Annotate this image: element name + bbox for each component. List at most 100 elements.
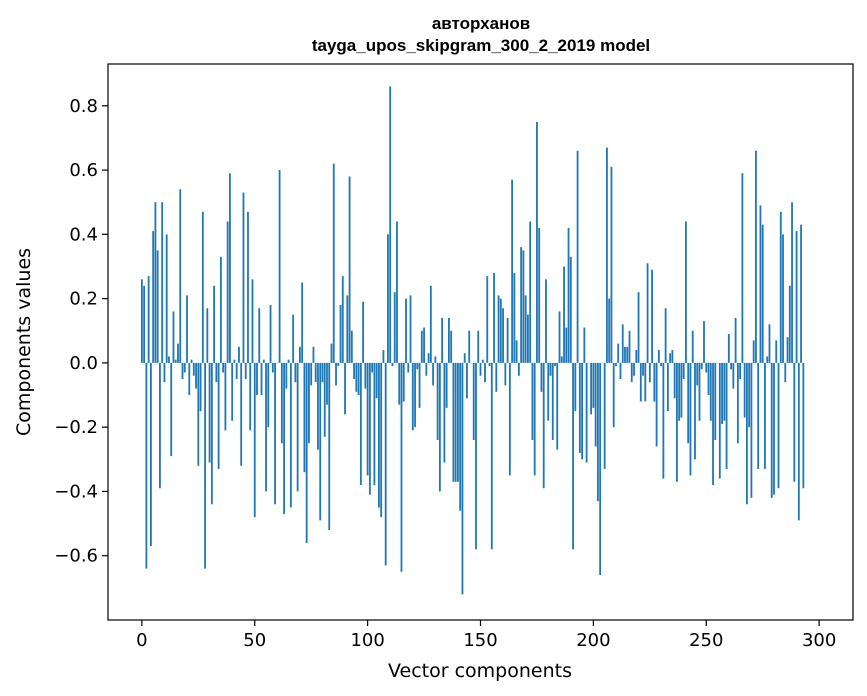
y-tick-label: −0.4 [54,481,98,502]
bar [644,362,647,402]
bar [522,250,525,363]
bar [269,305,272,363]
bar [332,163,335,363]
bar [736,362,739,444]
bar [159,362,161,489]
bar [581,362,583,460]
bar [210,362,213,505]
x-tick-label: 0 [136,630,147,651]
bar [513,272,516,363]
bar [357,362,360,396]
bar [687,362,690,444]
bar [574,362,577,412]
bar [195,362,197,389]
bar [391,362,394,367]
bar [694,362,696,460]
bar [274,362,276,505]
bar [777,362,780,489]
bar [734,317,737,363]
bar [452,362,455,482]
bar [262,359,265,363]
bar [642,362,644,376]
bar [373,362,376,486]
bar [251,279,254,363]
bar [567,227,570,363]
bar [434,356,437,363]
bar [165,234,168,363]
bar [472,362,475,441]
bar [752,340,755,363]
bar [366,362,369,476]
bar [154,202,157,363]
bar [432,362,434,386]
bar [660,362,663,367]
bar [624,346,626,363]
bar [698,362,701,421]
bar [287,359,290,363]
bar [678,362,681,421]
bar [558,311,561,363]
bar [181,362,184,379]
bar [407,362,410,373]
bar [149,362,152,547]
bar [344,362,346,415]
bar [529,221,532,363]
bar [454,362,457,482]
bar [788,285,791,363]
bar [382,350,385,363]
bar [170,362,173,457]
bar [441,317,444,363]
bar [536,121,538,363]
bar [673,362,676,399]
bar [409,295,412,363]
bar [459,362,462,511]
bar [590,362,593,415]
bar [368,362,371,495]
bar [669,353,672,363]
bar [563,266,565,363]
bar [335,362,337,386]
bar [626,346,629,363]
x-tick-label: 250 [689,630,723,651]
bar [797,362,800,521]
bar [560,356,563,363]
bar [511,179,514,363]
y-tick-label: 0.4 [69,224,98,245]
bar [538,227,541,363]
bar [258,308,261,363]
bar [502,308,504,363]
bar [229,173,231,363]
bar [531,362,534,441]
bar [791,202,793,363]
bar [712,362,714,486]
bar [793,362,796,482]
bar [493,272,495,363]
bar [242,192,245,363]
bar [145,362,148,569]
bar [416,362,419,370]
bar [750,362,753,498]
bar [188,362,191,396]
bar [748,362,751,428]
bar [628,330,631,363]
bar [745,362,748,505]
bar [517,362,520,376]
bar [700,362,703,370]
bar [648,362,651,383]
bar [635,350,638,363]
y-axis-ticks: −0.6 −0.4 −0.2 0.0 0.2 0.4 0.6 0.8 [54,96,108,567]
bar [495,362,498,392]
bar [592,362,595,408]
bar [481,359,484,363]
bar [477,330,480,363]
bar [732,362,735,389]
bar [319,362,322,521]
bar [280,362,283,444]
bar [247,211,249,363]
bar [215,362,218,383]
bar [323,362,326,437]
bar [596,362,599,502]
bar [615,362,617,367]
bar [192,362,195,376]
bar [666,362,669,412]
